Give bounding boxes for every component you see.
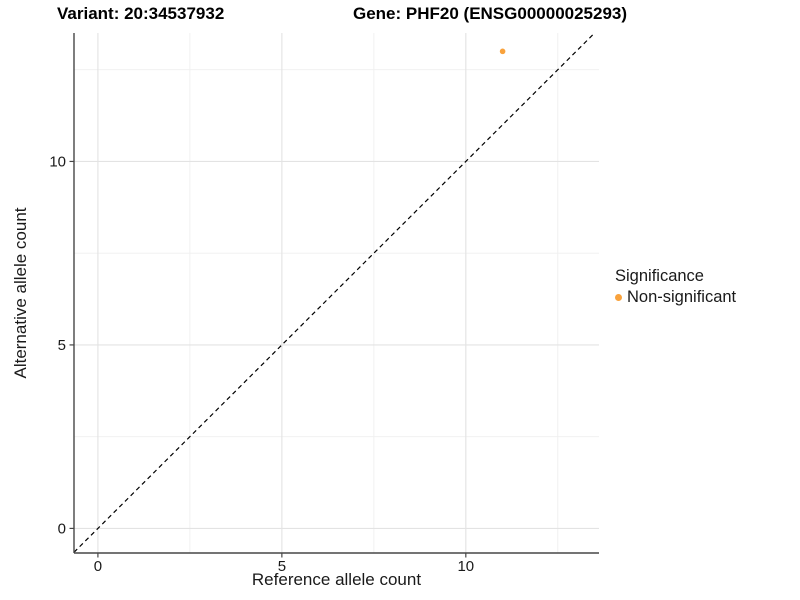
legend: Significance Non-significant <box>615 266 736 308</box>
variant-title: Variant: 20:34537932 <box>57 4 225 23</box>
data-point <box>499 48 506 55</box>
legend-item-non-significant: Non-significant <box>615 287 736 308</box>
y-tick-label: 10 <box>49 153 66 170</box>
legend-title: Significance <box>615 267 704 285</box>
y-tick-label: 0 <box>58 520 66 537</box>
legend-point-icon <box>615 294 622 301</box>
x-tick-label: 10 <box>457 558 474 575</box>
identity-line <box>73 32 596 553</box>
x-tick-label: 0 <box>94 558 102 575</box>
x-tick-label: 5 <box>278 558 286 575</box>
gene-title: Gene: PHF20 (ENSG00000025293) <box>353 4 628 23</box>
legend-item-label: Non-significant <box>627 288 737 306</box>
y-tick-label: 5 <box>58 337 66 354</box>
x-axis-label: Reference allele count <box>251 570 422 589</box>
y-axis-label: Alternative allele count <box>11 207 30 379</box>
